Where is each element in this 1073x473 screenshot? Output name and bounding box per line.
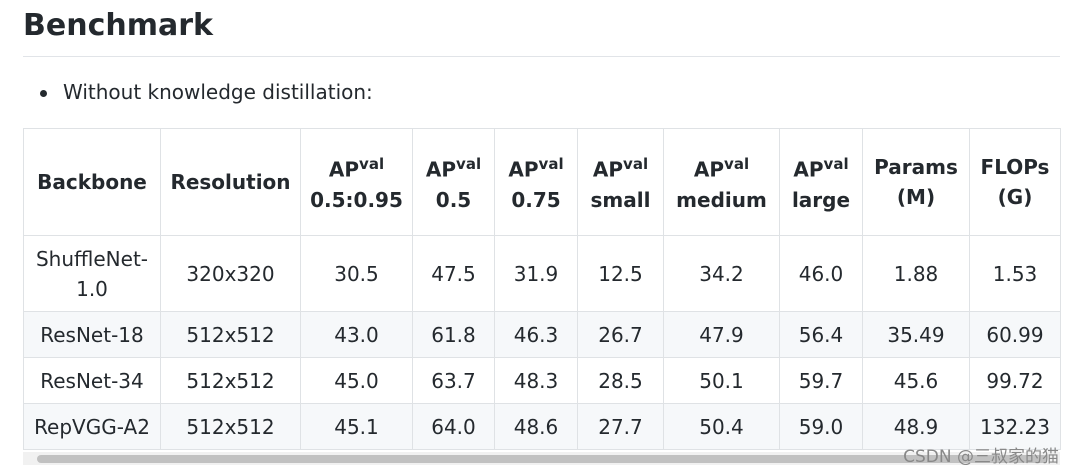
header-sup: val xyxy=(623,155,649,174)
header-main: AP xyxy=(328,157,360,182)
table-cell: 1.53 xyxy=(969,235,1061,312)
table-cell: 512x512 xyxy=(160,403,301,450)
table-row: ResNet-34 512x512 45.0 63.7 48.3 28.5 50.1 59.7… xyxy=(23,357,1061,404)
table-cell: 64.0 xyxy=(412,403,495,450)
scroll-thumb[interactable] xyxy=(37,455,1047,463)
table-cell: 48.6 xyxy=(494,403,578,450)
table-cell: 47.5 xyxy=(412,235,495,312)
table-cell: 99.72 xyxy=(969,357,1061,404)
table-cell: 27.7 xyxy=(577,403,664,450)
table-cell: RepVGG-A2 xyxy=(23,403,161,450)
header-cell: Params (M) xyxy=(862,128,970,236)
table-cell: 50.4 xyxy=(663,403,780,450)
header-sup: val xyxy=(359,155,385,174)
header-cell: Backbone xyxy=(23,128,161,236)
table-cell: 43.0 xyxy=(300,311,413,358)
table-cell: ShuffleNet-1.0 xyxy=(23,235,161,312)
table-cell: 26.7 xyxy=(577,311,664,358)
header-main: AP xyxy=(425,157,457,182)
header-line: Resolution xyxy=(170,170,291,194)
header-cell: APval 0.5:0.95 xyxy=(300,128,413,236)
table-cell: 31.9 xyxy=(494,235,578,312)
table-cell: 28.5 xyxy=(577,357,664,404)
header-line: Backbone xyxy=(37,170,147,194)
table-cell: 63.7 xyxy=(412,357,495,404)
table-cell: 48.3 xyxy=(494,357,578,404)
header-line: Params xyxy=(874,155,958,179)
header-sup: val xyxy=(456,155,482,174)
heading: Benchmark xyxy=(23,8,213,43)
table-cell: ResNet-34 xyxy=(23,357,161,404)
table-cell: 47.9 xyxy=(663,311,780,358)
table-cell: 45.6 xyxy=(862,357,970,404)
table-cell: 35.49 xyxy=(862,311,970,358)
watermark: CSDN @三叔家的猫 xyxy=(903,447,1059,467)
header-main: AP xyxy=(592,157,624,182)
table-cell: 59.0 xyxy=(779,403,863,450)
header-cell: APval 0.75 xyxy=(494,128,578,236)
table-cell: 320x320 xyxy=(160,235,301,312)
header-cell: APval small xyxy=(577,128,664,236)
header-sup: val xyxy=(724,155,750,174)
table-cell: 34.2 xyxy=(663,235,780,312)
header-main: AP xyxy=(793,157,824,182)
table-cell: 46.3 xyxy=(494,311,578,358)
table-cell: 59.7 xyxy=(779,357,863,404)
table-row: ResNet-18 512x512 43.0 61.8 46.3 26.7 47.9 56.4… xyxy=(23,311,1061,358)
header-line: 0.5 xyxy=(435,187,472,212)
header-cell: APval 0.5 xyxy=(412,128,495,236)
header-sup: val xyxy=(823,155,849,174)
benchmark-table: Backbone Resolution APval 0.5:0.95 APval 0.5 A… xyxy=(23,128,1061,450)
header-row: Backbone Resolution APval 0.5:0.95 APval 0.5 A… xyxy=(23,128,1061,236)
table-cell: 48.9 xyxy=(862,403,970,450)
header-main: AP xyxy=(508,157,539,182)
header-line: (G) xyxy=(997,185,1033,209)
table-cell: 45.0 xyxy=(300,357,413,404)
table-cell: 56.4 xyxy=(779,311,863,358)
table-cell: 132.23 xyxy=(969,403,1061,450)
header-cell: APval medium xyxy=(663,128,780,236)
header-line: 0.75 xyxy=(511,187,561,212)
table-cell: 30.5 xyxy=(300,235,413,312)
table-cell: 61.8 xyxy=(412,311,495,358)
header-main: AP xyxy=(693,157,725,182)
header-cell: APval large xyxy=(779,128,863,236)
bullet: Without knowledge distillation: xyxy=(40,80,373,104)
header-sup: val xyxy=(538,155,564,174)
table-row: ShuffleNet-1.0 320x320 30.5 47.5 31.9 12.5 34.… xyxy=(23,235,1061,312)
header-cell: Resolution xyxy=(160,128,301,236)
divider xyxy=(23,56,1060,57)
table-cell: 1.88 xyxy=(862,235,970,312)
table-cell: 512x512 xyxy=(160,311,301,358)
table-cell: 45.1 xyxy=(300,403,413,450)
table-cell: ResNet-18 xyxy=(23,311,161,358)
header-cell: FLOPs (G) xyxy=(969,128,1061,236)
table-cell: 60.99 xyxy=(969,311,1061,358)
table-row: RepVGG-A2 512x512 45.1 64.0 48.6 27.7 50.4 59.0… xyxy=(23,403,1061,450)
table-cell: 512x512 xyxy=(160,357,301,404)
header-line: small xyxy=(590,187,651,212)
table-cell: 12.5 xyxy=(577,235,664,312)
header-line: (M) xyxy=(896,185,936,209)
header-line: 0.5:0.95 xyxy=(310,187,403,212)
header-line: large xyxy=(791,187,851,212)
header-line: medium xyxy=(676,187,767,212)
table-cell: 46.0 xyxy=(779,235,863,312)
table-cell: 50.1 xyxy=(663,357,780,404)
header-line: FLOPs xyxy=(980,155,1050,179)
scrollbar[interactable] xyxy=(23,452,1060,465)
